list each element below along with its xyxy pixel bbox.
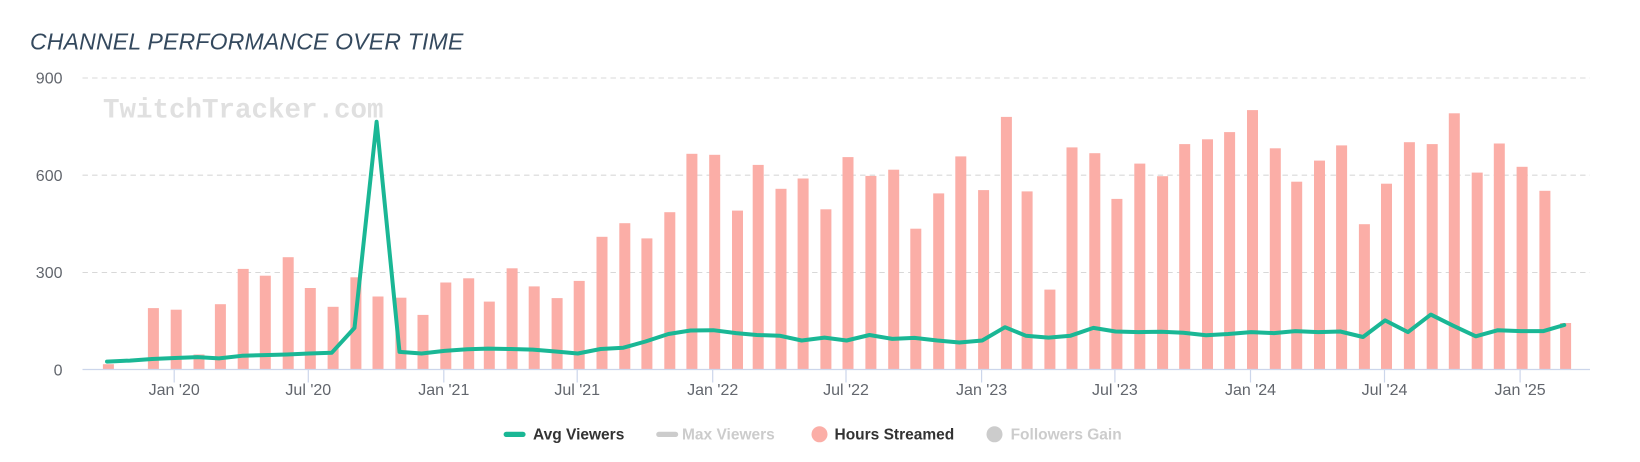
svg-text:Jan '20: Jan '20 [149, 382, 200, 399]
svg-text:Jul '20: Jul '20 [285, 382, 331, 399]
svg-text:Jan '21: Jan '21 [418, 382, 469, 399]
svg-text:Jul '22: Jul '22 [823, 382, 869, 399]
svg-text:Jul '24: Jul '24 [1362, 382, 1408, 399]
svg-text:Jan '22: Jan '22 [687, 382, 738, 399]
svg-text:Avg Viewers: Avg Viewers [533, 427, 624, 444]
svg-text:Jul '23: Jul '23 [1092, 382, 1138, 399]
svg-text:Jul '21: Jul '21 [554, 382, 600, 399]
svg-text:600: 600 [36, 168, 63, 185]
svg-text:Jan '23: Jan '23 [956, 382, 1007, 399]
svg-text:Hours Streamed: Hours Streamed [835, 427, 955, 444]
svg-text:0: 0 [54, 362, 63, 379]
svg-text:Followers Gain: Followers Gain [1011, 427, 1122, 444]
svg-text:Jan '24: Jan '24 [1225, 382, 1276, 399]
svg-text:900: 900 [36, 71, 63, 88]
svg-text:Max Viewers: Max Viewers [682, 427, 775, 444]
svg-text:Jan '25: Jan '25 [1495, 382, 1546, 399]
svg-text:CHANNEL PERFORMANCE OVER TIME: CHANNEL PERFORMANCE OVER TIME [30, 28, 464, 54]
svg-text:TwitchTracker.com: TwitchTracker.com [103, 96, 384, 127]
svg-text:300: 300 [36, 265, 63, 282]
